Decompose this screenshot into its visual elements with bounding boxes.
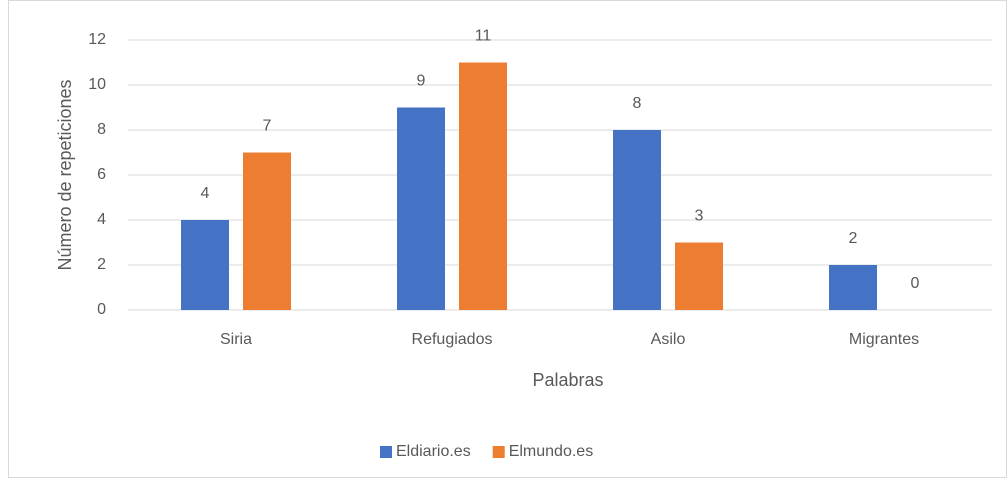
x-axis-title: Palabras	[532, 370, 603, 390]
y-tick-label: 4	[97, 211, 106, 228]
x-tick-label: Siria	[220, 331, 252, 348]
legend-label: Eldiario.es	[396, 443, 471, 460]
legend-swatch	[380, 446, 392, 458]
data-label: 7	[263, 118, 272, 135]
legend-label: Elmundo.es	[509, 443, 594, 460]
data-label: 3	[695, 208, 704, 225]
data-label: 2	[849, 230, 858, 247]
y-tick-label: 8	[97, 121, 106, 138]
y-tick-label: 12	[88, 31, 106, 48]
chart-frame	[8, 0, 1007, 478]
legend-swatch	[492, 446, 505, 458]
x-tick-label: Migrantes	[849, 331, 919, 348]
x-tick-label: Asilo	[651, 331, 686, 348]
bar	[459, 62, 507, 310]
bar	[243, 152, 291, 310]
data-label: 8	[633, 95, 642, 112]
y-tick-label: 6	[97, 166, 106, 183]
data-label: 4	[201, 185, 210, 202]
x-tick-label: Refugiados	[412, 331, 493, 348]
bar	[397, 107, 445, 310]
bar	[613, 130, 661, 310]
data-label: 9	[417, 73, 426, 90]
y-tick-label: 2	[97, 256, 106, 273]
bar	[675, 242, 723, 310]
bar	[829, 265, 877, 310]
data-label: 11	[475, 28, 492, 45]
y-axis-title: Número de repeticiones	[55, 79, 75, 270]
data-label: 0	[911, 275, 920, 292]
bar	[181, 220, 229, 310]
y-tick-label: 10	[88, 76, 106, 93]
y-tick-label: 0	[97, 301, 106, 318]
